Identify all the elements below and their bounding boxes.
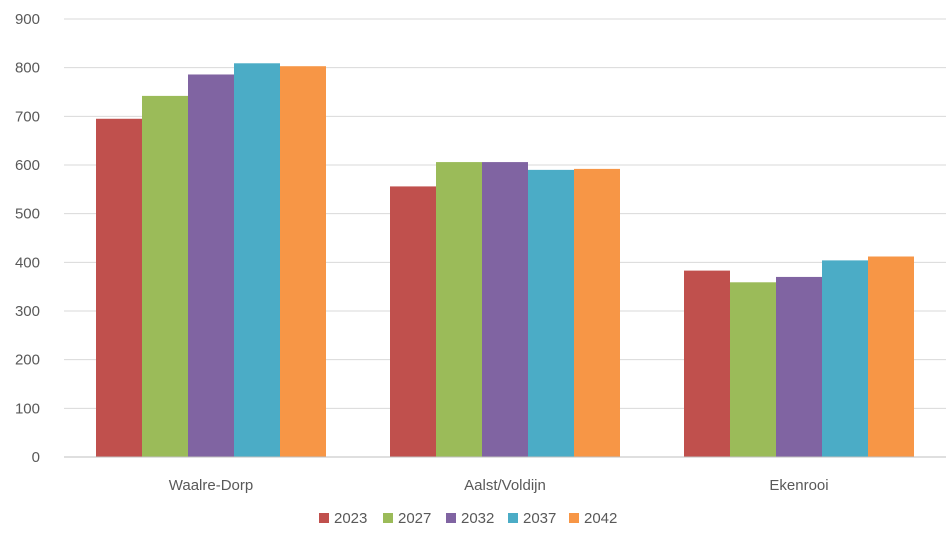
x-category-label: Aalst/Voldijn [464,477,546,494]
x-category-label: Ekenrooi [769,477,828,494]
y-tick-label: 200 [15,352,40,369]
bar-2042-1 [574,168,620,458]
legend-swatch [569,513,579,523]
legend-swatch [319,513,329,523]
legend-item-2037: 2037 [508,510,556,527]
bar-2027-1 [436,162,482,457]
bar-2023-0 [96,118,142,458]
bar-2032-1 [482,162,528,457]
y-tick-label: 0 [32,449,40,466]
bar-2027-0 [142,95,188,457]
y-tick-label: 800 [15,60,40,77]
y-tick-label: 500 [15,206,40,223]
legend-swatch [383,513,393,523]
y-tick-label: 600 [15,157,40,174]
bar-2037-0 [234,63,280,457]
y-tick-label: 300 [15,303,40,320]
legend-label: 2032 [461,510,494,527]
y-tick-label: 100 [15,400,40,417]
bar-2042-2 [868,256,914,457]
bar-2037-1 [528,169,574,457]
axes: 0 100 200 300 400 500 600 700 800 900 Waalre-Dorp A… [15,11,946,494]
y-tick-label: 400 [15,254,40,271]
bar-2032-2 [776,276,822,457]
bar-2027-2 [730,282,776,457]
x-category-label: Waalre-Dorp [169,477,253,494]
bar-2032-0 [188,74,234,457]
legend-item-2042: 2042 [569,510,617,527]
y-tick-label: 900 [15,11,40,28]
bar-2037-2 [822,260,868,457]
legend-label: 2042 [584,510,617,527]
bar-2042-0 [280,66,326,457]
bars [96,63,914,458]
legend-label: 2023 [334,510,367,527]
legend-item-2027: 2027 [383,510,431,527]
bar-2023-1 [390,186,436,457]
bar-2023-2 [684,270,730,457]
legend-label: 2027 [398,510,431,527]
legend-swatch [446,513,456,523]
legend-item-2032: 2032 [446,510,494,527]
legend-label: 2037 [523,510,556,527]
legend: 2023 2027 2032 2037 2042 [319,510,617,527]
legend-item-2023: 2023 [319,510,367,527]
legend-swatch [508,513,518,523]
y-tick-label: 700 [15,108,40,125]
